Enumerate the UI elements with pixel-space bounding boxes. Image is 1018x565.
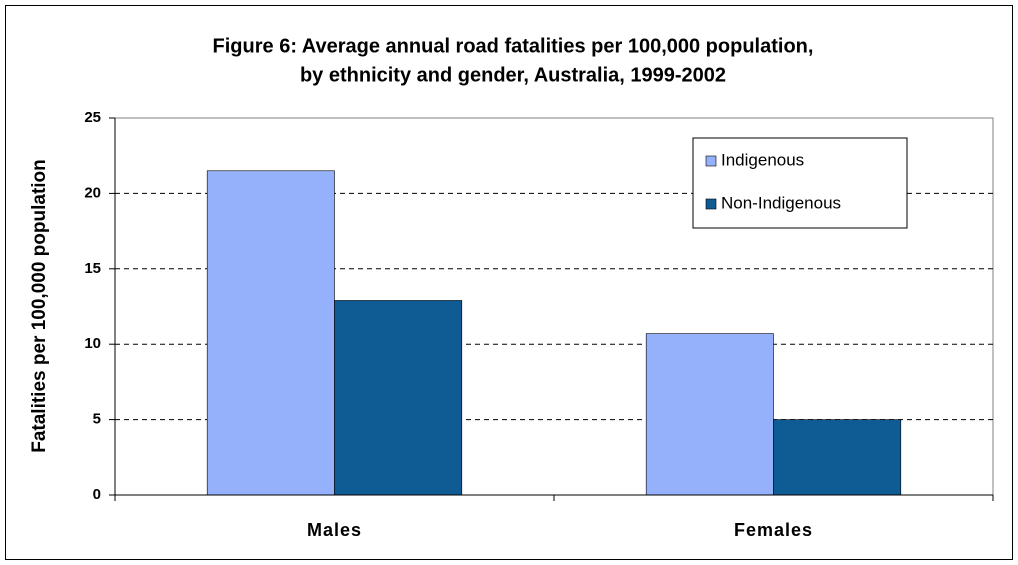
x-tick-label: Females bbox=[734, 520, 813, 540]
chart-title: by ethnicity and gender, Australia, 1999… bbox=[300, 64, 726, 86]
y-tick-label: 20 bbox=[84, 184, 101, 201]
legend-label: Non-Indigenous bbox=[721, 193, 841, 212]
bar bbox=[206, 170, 335, 496]
y-tick-label: 10 bbox=[84, 335, 101, 352]
y-tick-label: 0 bbox=[93, 486, 101, 503]
x-tick-label: Males bbox=[307, 520, 362, 540]
bar bbox=[334, 300, 463, 496]
y-tick-label: 5 bbox=[93, 411, 101, 428]
y-tick-label: 25 bbox=[84, 109, 101, 126]
y-tick-label: 15 bbox=[84, 260, 101, 277]
chart-title: Figure 6: Average annual road fatalities… bbox=[213, 35, 814, 57]
y-axis-label: Fatalities per 100,000 population bbox=[29, 159, 50, 453]
legend-box bbox=[692, 137, 908, 229]
legend-swatch bbox=[705, 155, 717, 167]
bar bbox=[773, 419, 902, 496]
bar bbox=[645, 333, 774, 496]
legend-label: Indigenous bbox=[721, 150, 804, 169]
legend-swatch bbox=[705, 198, 717, 210]
